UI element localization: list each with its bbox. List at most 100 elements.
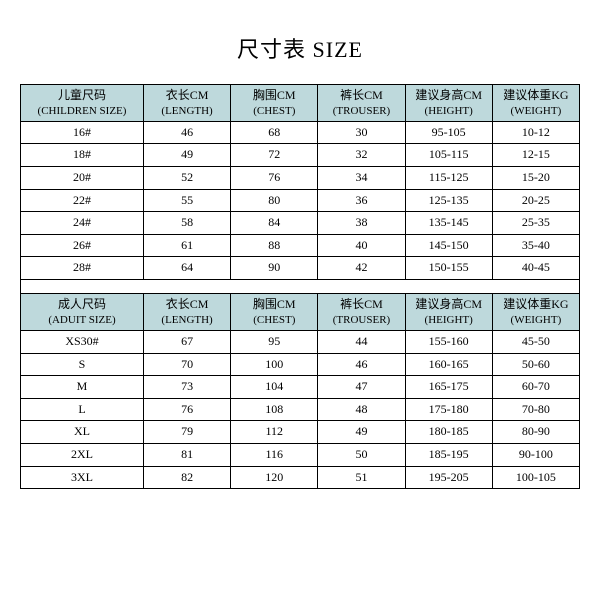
cell-weight: 25-35 (492, 212, 579, 235)
cell-height: 115-125 (405, 167, 492, 190)
table-row: 22#558036125-13520-25 (21, 189, 580, 212)
cell-trouser: 32 (318, 144, 405, 167)
cell-length: 61 (143, 234, 230, 257)
cell-weight: 100-105 (492, 466, 579, 489)
table-row: XS30#679544155-16045-50 (21, 330, 580, 353)
col-header-line2: (HEIGHT) (408, 104, 490, 118)
cell-height: 150-155 (405, 257, 492, 280)
cell-chest: 116 (231, 443, 318, 466)
cell-weight: 15-20 (492, 167, 579, 190)
cell-size: M (21, 376, 144, 399)
cell-length: 67 (143, 330, 230, 353)
cell-weight: 40-45 (492, 257, 579, 280)
col-header-height: 建议身高CM (HEIGHT) (405, 85, 492, 122)
col-header-line2: (LENGTH) (146, 104, 228, 118)
cell-chest: 76 (231, 167, 318, 190)
table-row: S7010046160-16550-60 (21, 353, 580, 376)
cell-length: 70 (143, 353, 230, 376)
col-header-line1: 儿童尺码 (23, 88, 141, 104)
cell-height: 125-135 (405, 189, 492, 212)
col-header-weight: 建议体重KG (WEIGHT) (492, 294, 579, 331)
table-row: 16#46683095-10510-12 (21, 121, 580, 144)
cell-size: S (21, 353, 144, 376)
cell-weight: 50-60 (492, 353, 579, 376)
col-header-length: 衣长CM (LENGTH) (143, 294, 230, 331)
cell-length: 46 (143, 121, 230, 144)
cell-trouser: 36 (318, 189, 405, 212)
cell-chest: 100 (231, 353, 318, 376)
cell-height: 185-195 (405, 443, 492, 466)
table-row: M7310447165-17560-70 (21, 376, 580, 399)
col-header-line2: (TROUSER) (320, 104, 402, 118)
col-header-line2: (HEIGHT) (408, 313, 490, 327)
cell-trouser: 49 (318, 421, 405, 444)
cell-chest: 104 (231, 376, 318, 399)
table-row: 20#527634115-12515-20 (21, 167, 580, 190)
cell-height: 145-150 (405, 234, 492, 257)
cell-trouser: 38 (318, 212, 405, 235)
children-rows: 16#46683095-10510-1218#497232105-11512-1… (21, 121, 580, 279)
cell-chest: 90 (231, 257, 318, 280)
col-header-chest: 胸围CM (CHEST) (231, 85, 318, 122)
col-header-line1: 衣长CM (146, 88, 228, 104)
cell-length: 79 (143, 421, 230, 444)
cell-length: 52 (143, 167, 230, 190)
cell-trouser: 46 (318, 353, 405, 376)
cell-size: 2XL (21, 443, 144, 466)
cell-length: 55 (143, 189, 230, 212)
table-row: 24#588438135-14525-35 (21, 212, 580, 235)
table-row: 18#497232105-11512-15 (21, 144, 580, 167)
table-row: 3XL8212051195-205100-105 (21, 466, 580, 489)
cell-size: 26# (21, 234, 144, 257)
section-gap (21, 280, 580, 294)
cell-size: 28# (21, 257, 144, 280)
cell-height: 155-160 (405, 330, 492, 353)
cell-size: 16# (21, 121, 144, 144)
cell-height: 180-185 (405, 421, 492, 444)
cell-trouser: 42 (318, 257, 405, 280)
table-row: L7610848175-18070-80 (21, 398, 580, 421)
col-header-weight: 建议体重KG (WEIGHT) (492, 85, 579, 122)
col-header-line1: 胸围CM (233, 297, 315, 313)
col-header-line1: 裤长CM (320, 297, 402, 313)
cell-weight: 10-12 (492, 121, 579, 144)
cell-size: 18# (21, 144, 144, 167)
cell-height: 165-175 (405, 376, 492, 399)
cell-size: XS30# (21, 330, 144, 353)
size-table-container: 儿童尺码 (CHILDREN SIZE) 衣长CM (LENGTH) 胸围CM … (20, 84, 580, 489)
cell-size: XL (21, 421, 144, 444)
cell-chest: 95 (231, 330, 318, 353)
cell-chest: 112 (231, 421, 318, 444)
cell-length: 76 (143, 398, 230, 421)
cell-height: 135-145 (405, 212, 492, 235)
col-header-line1: 裤长CM (320, 88, 402, 104)
cell-weight: 20-25 (492, 189, 579, 212)
cell-height: 160-165 (405, 353, 492, 376)
cell-length: 82 (143, 466, 230, 489)
cell-weight: 45-50 (492, 330, 579, 353)
col-header-height: 建议身高CM (HEIGHT) (405, 294, 492, 331)
col-header-trouser: 裤长CM (TROUSER) (318, 85, 405, 122)
col-header-line2: (LENGTH) (146, 313, 228, 327)
cell-height: 95-105 (405, 121, 492, 144)
cell-length: 49 (143, 144, 230, 167)
table-row: 26#618840145-15035-40 (21, 234, 580, 257)
cell-size: L (21, 398, 144, 421)
cell-trouser: 34 (318, 167, 405, 190)
cell-height: 195-205 (405, 466, 492, 489)
cell-trouser: 30 (318, 121, 405, 144)
cell-trouser: 51 (318, 466, 405, 489)
table-row: 2XL8111650185-19590-100 (21, 443, 580, 466)
size-table: 儿童尺码 (CHILDREN SIZE) 衣长CM (LENGTH) 胸围CM … (20, 84, 580, 489)
cell-trouser: 44 (318, 330, 405, 353)
table-row: 28#649042150-15540-45 (21, 257, 580, 280)
cell-trouser: 47 (318, 376, 405, 399)
cell-weight: 35-40 (492, 234, 579, 257)
cell-weight: 60-70 (492, 376, 579, 399)
col-header-line2: (WEIGHT) (495, 313, 577, 327)
col-header-adult-size: 成人尺码 (ADUIT SIZE) (21, 294, 144, 331)
col-header-line1: 成人尺码 (23, 297, 141, 313)
cell-chest: 80 (231, 189, 318, 212)
col-header-line2: (CHEST) (233, 313, 315, 327)
cell-weight: 80-90 (492, 421, 579, 444)
